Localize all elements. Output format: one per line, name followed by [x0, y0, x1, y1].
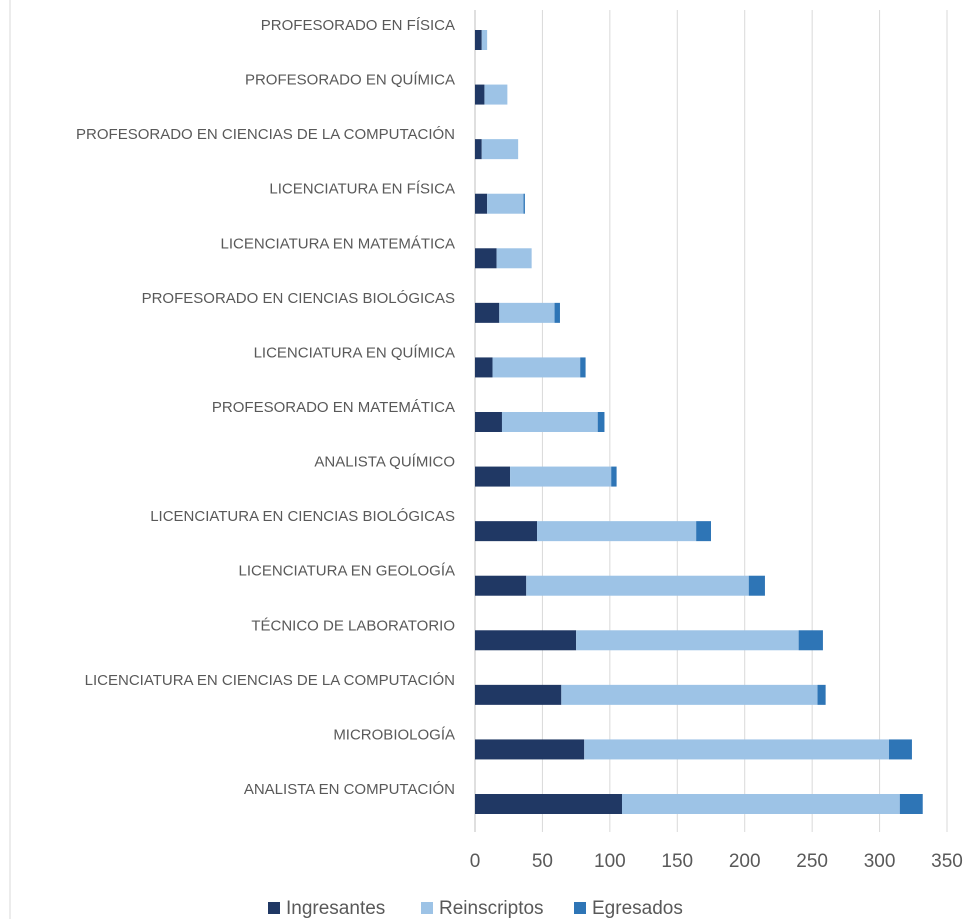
x-tick-label: 200 — [729, 851, 761, 872]
bar-segment — [475, 139, 482, 160]
y-tick-label: PROFESORADO EN QUÍMICA — [245, 72, 455, 89]
bar-segment — [475, 193, 488, 214]
bar-segment — [475, 684, 562, 705]
bar-segment — [584, 739, 890, 760]
bar-segment — [510, 466, 612, 487]
legend-label: Ingresantes — [286, 898, 385, 919]
bar-segment — [899, 794, 923, 814]
x-tick-label: 350 — [931, 851, 963, 872]
y-tick-label: MICROBIOLOGÍA — [333, 726, 455, 743]
bar-segment — [554, 302, 560, 323]
bar-segment — [817, 684, 826, 705]
y-tick-label: TÉCNICO DE LABORATORIO — [251, 617, 455, 634]
legend-label: Reinscriptos — [439, 898, 544, 919]
bar-segment — [475, 739, 585, 760]
bar-segment — [526, 575, 749, 596]
bar-segment — [475, 84, 485, 105]
y-tick-label: LICENCIATURA EN MATEMÁTICA — [221, 235, 455, 252]
bar-segment — [475, 575, 527, 596]
bar-segment — [475, 794, 622, 814]
y-tick-label: PROFESORADO EN CIENCIAS BIOLÓGICAS — [142, 290, 455, 307]
bar-segment — [561, 684, 818, 705]
x-tick-label: 300 — [864, 851, 896, 872]
bar-segment — [475, 412, 502, 432]
y-tick-label: LICENCIATURA EN CIENCIAS DE LA COMPUTACI… — [85, 672, 455, 689]
legend-swatch — [574, 902, 586, 914]
x-tick-label: 150 — [661, 851, 693, 872]
x-tick-label: 50 — [532, 851, 553, 872]
y-tick-label: ANALISTA QUÍMICO — [314, 454, 455, 471]
bar-segment — [523, 193, 525, 214]
bar-segment — [611, 466, 617, 487]
bar-segment — [475, 30, 482, 50]
x-tick-label: 100 — [594, 851, 626, 872]
x-tick-label: 250 — [796, 851, 828, 872]
bar-segment — [597, 412, 605, 432]
y-tick-label: PROFESORADO EN FÍSICA — [261, 17, 455, 34]
bar-segment — [475, 248, 497, 269]
x-tick-label: 0 — [470, 851, 481, 872]
bar-segment — [481, 139, 519, 160]
bar-segment — [696, 521, 711, 542]
bar-segment — [475, 521, 538, 542]
bar-segment — [492, 357, 581, 378]
bar-segment — [481, 30, 488, 50]
legend-swatch — [268, 902, 280, 914]
bar-segment — [475, 630, 577, 651]
bar-segment — [475, 466, 511, 487]
legend-label: Egresados — [592, 898, 683, 919]
bar-segment — [499, 302, 555, 323]
y-tick-label: LICENCIATURA EN QUÍMICA — [254, 344, 455, 361]
y-tick-label: PROFESORADO EN CIENCIAS DE LA COMPUTACIÓ… — [76, 126, 455, 143]
bar-segment — [621, 794, 900, 814]
y-tick-label: LICENCIATURA EN FÍSICA — [269, 181, 455, 198]
bar-segment — [496, 248, 532, 269]
bar-segment — [576, 630, 799, 651]
bar-segment — [748, 575, 765, 596]
y-tick-label: PROFESORADO EN MATEMÁTICA — [212, 399, 455, 416]
y-tick-label: ANALISTA EN COMPUTACIÓN — [244, 781, 455, 798]
y-tick-label: LICENCIATURA EN CIENCIAS BIOLÓGICAS — [150, 508, 455, 525]
bar-segment — [889, 739, 912, 760]
bar-segment — [484, 84, 508, 105]
bar-segment — [475, 302, 500, 323]
legend-swatch — [421, 902, 433, 914]
bar-segment — [798, 630, 823, 651]
y-tick-label: LICENCIATURA EN GEOLOGÍA — [239, 563, 455, 580]
bar-segment — [501, 412, 598, 432]
bar-segment — [580, 357, 586, 378]
bar-segment — [537, 521, 697, 542]
bar-segment — [487, 193, 524, 214]
bar-segment — [475, 357, 493, 378]
